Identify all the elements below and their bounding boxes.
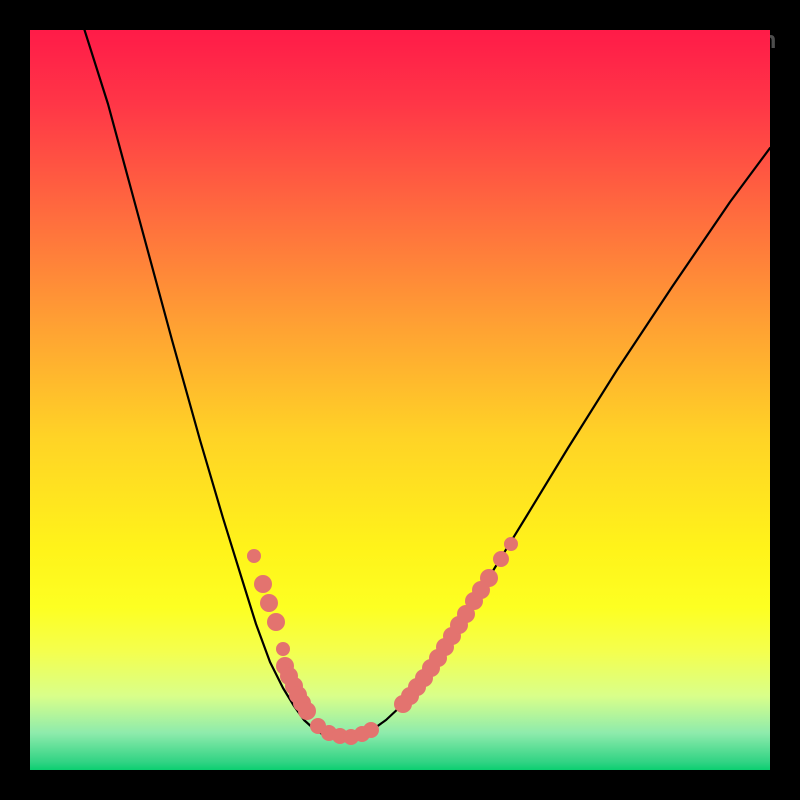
chart-svg (30, 30, 770, 770)
chart-stage: TheBottleneck.com (0, 0, 800, 800)
marker-dot (267, 613, 285, 631)
marker-dot (298, 702, 316, 720)
gradient-background (30, 30, 770, 770)
plot-area (30, 30, 770, 770)
marker-dot (493, 551, 509, 567)
marker-dot (363, 722, 379, 738)
marker-dot (504, 537, 518, 551)
marker-dot (260, 594, 278, 612)
marker-dot (247, 549, 261, 563)
marker-dot (254, 575, 272, 593)
marker-dot (480, 569, 498, 587)
marker-dot (276, 642, 290, 656)
